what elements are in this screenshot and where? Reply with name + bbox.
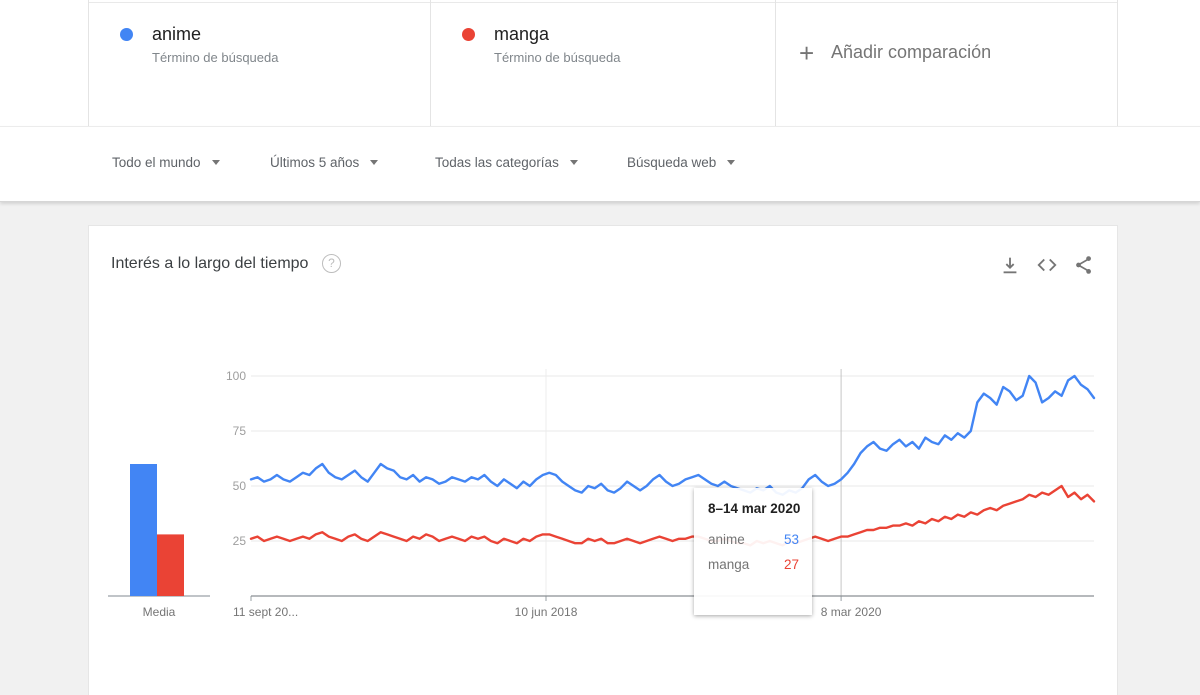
tooltip-value-manga: 27 (783, 557, 799, 572)
add-comparison-label: Añadir comparación (831, 42, 992, 62)
terms-top-border (88, 2, 1117, 3)
trend-lines-svg (108, 369, 1096, 601)
filter-region-label: Todo el mundo (112, 155, 201, 170)
plus-icon: + (799, 38, 815, 68)
tooltip-value-anime: 53 (783, 532, 799, 547)
card-header: Interés a lo largo del tiempo ? (89, 226, 1117, 301)
tooltip-label-anime: anime (708, 532, 745, 547)
term-subtitle: Término de búsqueda (152, 50, 279, 65)
filter-region-dropdown[interactable]: Todo el mundo (112, 155, 220, 170)
divider (775, 0, 776, 126)
terms-bar: anime Término de búsqueda manga Término … (0, 0, 1200, 126)
share-icon[interactable] (1073, 254, 1095, 276)
filter-timerange-label: Últimos 5 años (270, 155, 360, 170)
tooltip-label-manga: manga (708, 557, 750, 572)
filter-timerange-dropdown[interactable]: Últimos 5 años (270, 155, 379, 170)
download-icon[interactable] (999, 254, 1021, 276)
trend-chart[interactable]: 8–14 mar 2020 anime 53 manga 27 25 50 75 10… (89, 301, 1119, 681)
y-axis-label: 50 (232, 479, 246, 493)
chevron-down-icon (211, 160, 220, 165)
manga-series-dot-icon (462, 28, 475, 41)
y-axis-label: 75 (232, 424, 246, 438)
chevron-down-icon (727, 160, 736, 165)
filters-bar: Todo el mundo Últimos 5 años Todas las c… (0, 126, 1200, 202)
divider (430, 0, 431, 126)
chart-tooltip: 8–14 mar 2020 anime 53 manga 27 (694, 488, 812, 615)
filter-category-dropdown[interactable]: Todas las categorías (435, 155, 578, 170)
x-axis-label: 10 jun 2018 (514, 605, 578, 619)
media-axis-label: Media (142, 605, 176, 619)
divider (88, 0, 89, 126)
term-name-anime: anime (152, 24, 202, 44)
x-axis-label: 11 sept 20... (233, 605, 299, 619)
chevron-down-icon (370, 160, 379, 165)
term-card-manga[interactable]: manga Término de búsqueda (430, 0, 775, 126)
embed-icon[interactable] (1036, 254, 1058, 276)
filter-category-label: Todas las categorías (435, 155, 559, 170)
term-card-anime[interactable]: anime Término de búsqueda (88, 0, 430, 126)
add-comparison-button[interactable]: + Añadir comparación (775, 0, 1117, 126)
term-name-manga: manga (494, 24, 550, 44)
y-axis-label: 100 (225, 369, 246, 383)
filter-searchtype-dropdown[interactable]: Búsqueda web (627, 155, 736, 170)
anime-series-dot-icon (120, 28, 133, 41)
card-title: Interés a lo largo del tiempo (111, 255, 309, 272)
tooltip-date: 8–14 mar 2020 (708, 501, 801, 516)
filter-searchtype-label: Búsqueda web (627, 155, 717, 170)
interest-over-time-card: Interés a lo largo del tiempo ? (88, 225, 1118, 695)
x-axis-label: 8 mar 2020 (820, 605, 882, 619)
help-icon[interactable]: ? (322, 254, 341, 273)
term-subtitle: Término de búsqueda (494, 50, 621, 65)
chevron-down-icon (569, 160, 578, 165)
divider (1117, 0, 1118, 126)
y-axis-label: 25 (232, 534, 246, 548)
